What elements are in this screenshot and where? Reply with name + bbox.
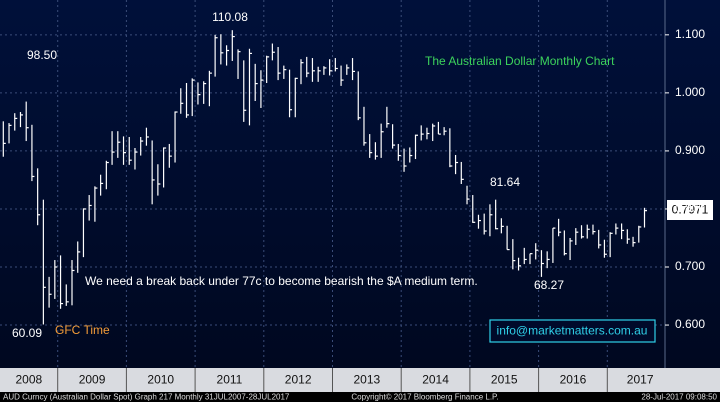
- footer-left: AUD Curncy (Australian Dollar Spot) Grap…: [3, 393, 290, 402]
- annotation: 98.50: [27, 48, 57, 62]
- x-tick-label: 2015: [491, 373, 518, 387]
- y-tick-label: 0.700: [675, 259, 705, 273]
- annotation: 68.27: [534, 278, 564, 292]
- x-tick-label: 2016: [560, 373, 587, 387]
- footer-right: 28-Jul-2017 09:08:50: [641, 393, 717, 402]
- plot-background: [0, 0, 720, 368]
- y-tick-label: 1.100: [675, 27, 705, 41]
- annotation: 60.09: [12, 326, 42, 340]
- x-tick-label: 2017: [627, 373, 654, 387]
- last-price-box: [667, 200, 713, 220]
- y-tick-label: 0.800: [675, 201, 705, 215]
- last-price: 0.7971: [672, 203, 709, 217]
- footer-center: Copyright© 2017 Bloomberg Finance L.P.: [351, 393, 498, 402]
- y-tick-label: 1.000: [675, 85, 705, 99]
- annotation: We need a break back under 77c to become…: [85, 274, 478, 288]
- contact-box: [489, 319, 656, 343]
- y-tick-label: 0.900: [675, 143, 705, 157]
- annotation: 110.08: [212, 10, 248, 24]
- annotation: 81.64: [490, 175, 520, 189]
- annotation: GFC Time: [55, 323, 110, 337]
- x-tick-label: 2008: [15, 373, 42, 387]
- contact: info@marketmatters.com.au: [497, 324, 648, 338]
- grid: [0, 0, 669, 368]
- x-tick-label: 2014: [422, 373, 449, 387]
- x-tick-label: 2009: [79, 373, 106, 387]
- x-tick-label: 2010: [147, 373, 174, 387]
- year-strip: [0, 368, 720, 392]
- footer-strip: [0, 392, 720, 402]
- x-tick-label: 2013: [353, 373, 380, 387]
- y-tick-label: 0.600: [675, 317, 705, 331]
- chart-title: The Australian Dollar Monthly Chart: [425, 54, 615, 68]
- x-tick-label: 2011: [217, 373, 243, 387]
- bars: [2, 30, 647, 325]
- x-tick-label: 2012: [285, 373, 312, 387]
